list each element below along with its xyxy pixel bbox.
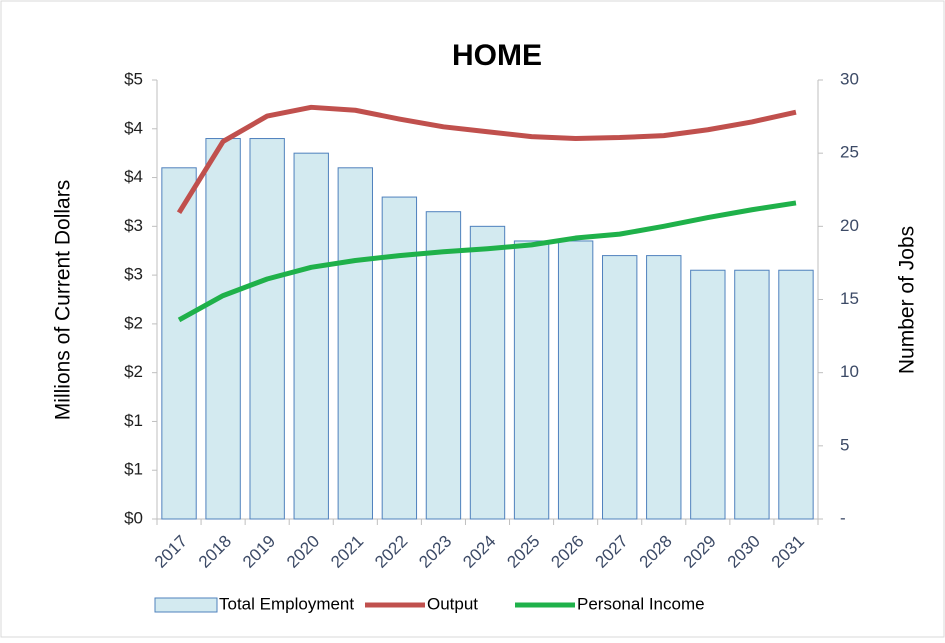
bar [469,225,506,520]
bar [513,240,550,520]
y2-tick-label: 30 [840,69,859,88]
y2-tick-label: 25 [840,143,859,162]
y-tick-label: $1 [124,460,143,479]
y2-tick-label: 10 [840,362,859,381]
y-tick-label: $0 [124,508,143,527]
bar [425,211,462,520]
y-tick-label: $2 [124,313,143,332]
bar [602,255,638,520]
y2-axis-label: Number of Jobs [896,226,919,374]
bar [646,255,682,520]
y-axis-label: Millions of Current Dollars [52,180,75,420]
line [177,200,797,323]
bar [337,167,373,520]
legend-swatch [154,597,218,613]
legend-label: Personal Income [577,594,705,613]
y2-tick-label: 20 [840,216,859,235]
legend-label: Total Employment [219,594,354,613]
y2-tick-label: 5 [840,435,849,454]
bar [690,269,726,520]
y-tick-label: $4 [124,167,143,186]
legend-label: Output [427,594,478,613]
y-tick-label: $2 [124,362,143,381]
bar [161,167,197,520]
y-tick-label: $1 [124,411,143,430]
bar [293,152,329,520]
y-tick-label: $4 [124,118,143,137]
y-tick-label: $3 [124,216,143,235]
bar [249,138,285,520]
bar [557,240,594,520]
y2-tick-label: - [840,508,846,527]
y2-tick-label: 15 [840,289,859,308]
bar [381,196,418,520]
y-tick-label: $5 [124,69,143,88]
y-tick-label: $3 [124,265,143,284]
bar [778,269,814,520]
bar [205,138,241,520]
bar [734,269,770,520]
chart-title: HOME [452,39,542,72]
line [176,104,797,214]
